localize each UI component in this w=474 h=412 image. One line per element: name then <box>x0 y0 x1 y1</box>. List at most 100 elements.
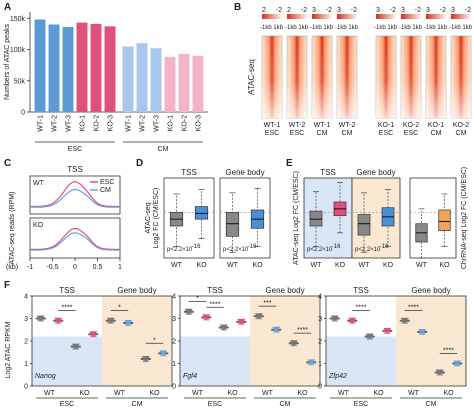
heatmap-fade <box>426 36 446 118</box>
bar <box>34 19 46 112</box>
column-label: WT-2 <box>339 122 356 129</box>
region-label: TSS <box>353 286 369 295</box>
bar <box>104 26 116 112</box>
y-axis-label-right: ChrRNA-seq Log2 FC (CM/ESC) <box>461 167 468 269</box>
scale-label-high: 3 <box>426 7 430 14</box>
p-value-label: p<2.2×10 <box>355 247 381 253</box>
replicate-marker <box>331 315 339 322</box>
y-tick-label: 1 <box>24 361 28 368</box>
x-tick-label: KO <box>149 390 160 397</box>
box <box>357 214 371 236</box>
x-tick-label: WT <box>44 390 56 397</box>
tick-label: -1kb <box>335 25 347 31</box>
y-tick-label: 0 <box>24 384 28 391</box>
scale-label-low: -2 <box>301 7 307 14</box>
bar <box>48 24 60 112</box>
scale-label-high: 2 <box>262 7 266 14</box>
panel-e-boxplots: ATAC-seq Log2 FC (CM/ESC) WT KO TSS p<2.2×10… <box>293 167 468 269</box>
x-tick-label: KO <box>443 390 454 397</box>
box <box>194 206 209 220</box>
column-label: KO-2 <box>453 122 469 129</box>
scale-label-high: 3 <box>312 7 316 14</box>
column-label: ESC <box>265 130 279 137</box>
plot-frame <box>163 177 215 259</box>
x-tick-label: KO <box>227 390 238 397</box>
replicate-marker <box>142 356 150 362</box>
tick-label: -1kb <box>285 25 297 31</box>
x-tick-label: WT <box>408 390 420 397</box>
tick-label: 1kb <box>348 25 358 31</box>
p-value-label: p<2.2×10 <box>307 247 333 253</box>
bar <box>136 43 148 112</box>
y-tick-label: 4 <box>24 294 28 301</box>
y-tick-label: 1 <box>318 361 322 368</box>
plot-frame <box>351 177 401 259</box>
scale-label-high: 3 <box>376 7 380 14</box>
x-tick-label: KO-1 <box>80 115 87 131</box>
color-scale-bar <box>376 14 396 19</box>
subpanel-frame <box>29 217 121 259</box>
tick-label: 1kb <box>412 25 422 31</box>
plot-frame <box>409 177 457 259</box>
p-value-exponent: -16 <box>248 244 257 250</box>
replicate-marker <box>185 308 193 315</box>
x-tick-label: WT-1 <box>126 115 133 132</box>
gene-label: Nanog <box>35 373 56 380</box>
y-tick-label: 2 <box>172 339 176 346</box>
x-tick-label: WT <box>262 390 274 397</box>
x-tick-label: WT-2 <box>52 115 59 132</box>
y-axis-label: Numbers of ATAC peaks <box>4 24 11 100</box>
y-tick-label: 3 <box>318 316 322 323</box>
y-tick-label: 100k <box>10 47 26 54</box>
tick-label: -1kb <box>424 25 436 31</box>
stage-label: CM <box>132 401 143 408</box>
legend-label: CM <box>100 187 111 194</box>
sig-label: *** <box>263 300 271 307</box>
x-tick-label: -1 <box>27 264 33 271</box>
bar <box>90 23 102 112</box>
stage-label: CM <box>280 401 291 408</box>
plot-frame <box>219 177 271 259</box>
y-tick-label: 0 <box>318 384 322 391</box>
region-label: Gene body <box>411 286 450 295</box>
profile-line <box>30 181 120 208</box>
y-axis-label: Log2 ATAC RPKM <box>5 321 12 378</box>
panel-label-a: A <box>4 2 11 13</box>
scale-label-high: 3 <box>401 7 405 14</box>
bar <box>178 53 190 112</box>
y-tick-label: 3 <box>24 316 28 323</box>
p-value-exponent: -16 <box>332 244 341 250</box>
p-value-exponent: -16 <box>380 244 389 250</box>
scale-label-low: -2 <box>276 7 282 14</box>
sig-label: **** <box>408 305 419 312</box>
y-tick-label: 50k <box>14 78 26 85</box>
replicate-marker <box>89 331 97 338</box>
bar <box>76 22 88 112</box>
panel-d-boxplots: ATAC-seq Log2 FC (CM/ESC)WT KOTSSp<2.2×10-… <box>145 168 271 269</box>
sig-label: **** <box>210 301 221 308</box>
y-tick-label: 4 <box>318 294 322 301</box>
heatmap-fade <box>287 36 307 118</box>
column-label: ESC <box>379 130 393 137</box>
y-axis-label: ATAC-seq <box>247 59 256 95</box>
profile-line <box>30 232 120 251</box>
x-tick-label: WT <box>359 262 371 269</box>
replicate-marker <box>348 317 356 324</box>
replicate-marker <box>37 315 45 322</box>
scale-label-low: -2 <box>465 7 471 14</box>
x-tick-label: 1 <box>118 264 122 271</box>
x-tick-label: KO <box>79 390 90 397</box>
column-label: ESC <box>404 130 418 137</box>
color-scale-bar <box>312 14 332 19</box>
x-tick-label: 0 <box>73 264 77 271</box>
scale-label-high: 3 <box>337 7 341 14</box>
sig-label: **** <box>297 327 308 334</box>
y-tick-label: 0 <box>21 110 25 117</box>
title: TSS <box>67 165 83 174</box>
replicate-marker <box>159 350 167 357</box>
tick-label: -1kb <box>374 25 386 31</box>
column-label: ESC <box>290 130 304 137</box>
